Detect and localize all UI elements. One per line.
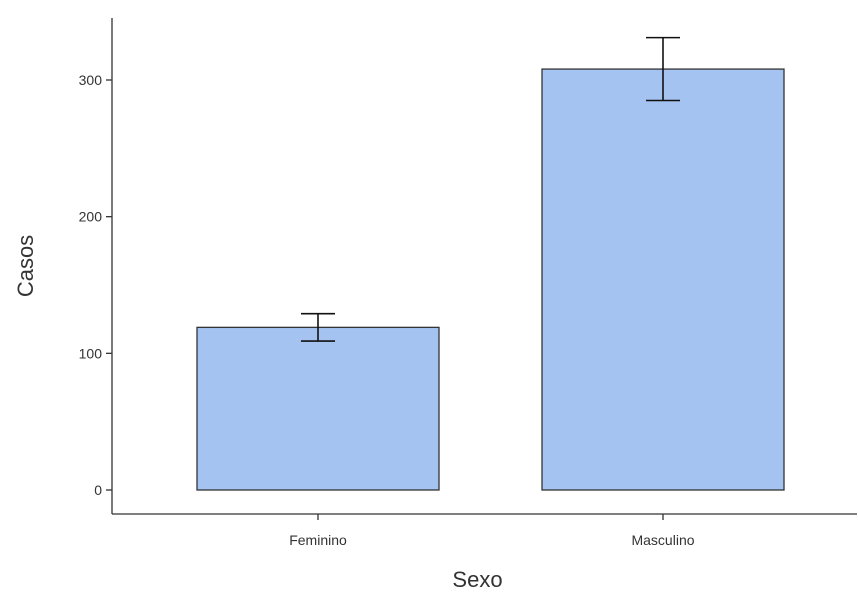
y-tick-label: 100 [79, 345, 103, 361]
x-tick-label: Feminino [289, 532, 347, 548]
error-bars [301, 36, 680, 342]
y-tick-label: 200 [79, 209, 103, 225]
x-tick-label: Masculino [631, 532, 694, 548]
y-tick-label: 300 [79, 72, 103, 88]
x-axis-title: Sexo [452, 567, 502, 592]
y-tick-label: 0 [94, 482, 102, 498]
x-ticks: Feminino Masculino [289, 514, 695, 548]
bar [196, 326, 440, 491]
y-axis-title: Casos [13, 235, 38, 297]
bar [541, 68, 785, 491]
bars [196, 68, 785, 491]
y-ticks: 0 100 200 300 [79, 72, 112, 498]
axes [111, 18, 857, 515]
